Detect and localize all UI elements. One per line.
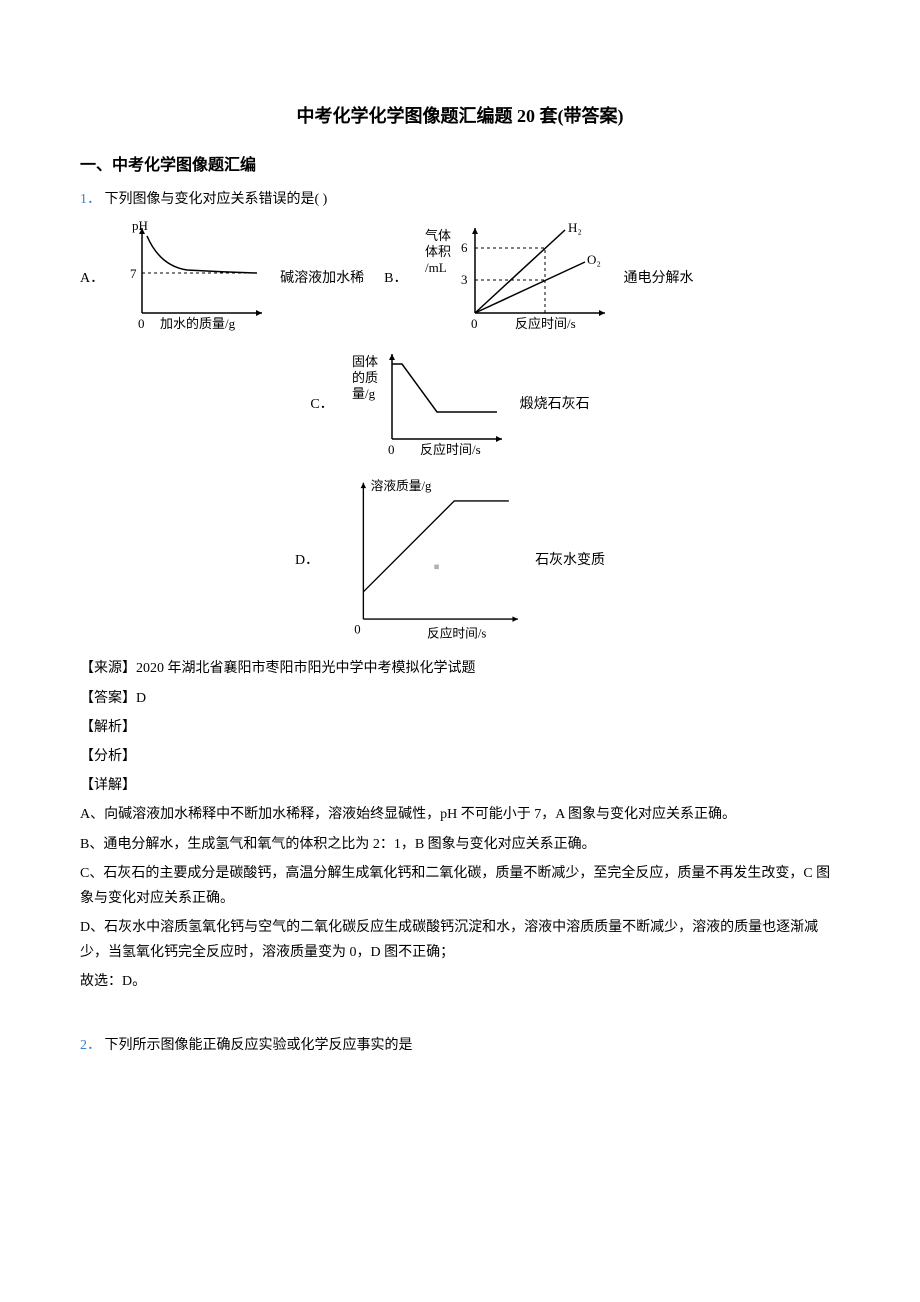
q1-graph-c: 固体 的质 量/g 0 反应时间/s bbox=[342, 344, 512, 464]
q1-choice-b: B． 气体 体积 /mL 6 3 H₂ O₂ 0 反应时间/s 通电分解水 bbox=[384, 218, 693, 338]
choice-letter-a: A． bbox=[80, 266, 104, 291]
graph-a-zero: 0 bbox=[138, 316, 145, 331]
q1-row-c: C． 固体 的质 量/g 0 反应时间/s 煅烧石灰石 bbox=[80, 344, 840, 464]
choice-letter-d: D． bbox=[295, 548, 319, 573]
q1-detail: 【详解】 bbox=[80, 773, 840, 798]
graph-b-tick6: 6 bbox=[461, 240, 468, 255]
graph-b-yl3: /mL bbox=[425, 260, 447, 275]
choice-b-caption: 通电分解水 bbox=[623, 266, 693, 291]
watermark-dot bbox=[434, 565, 439, 570]
graph-c-yl1: 固体 bbox=[352, 354, 378, 369]
q1-choice-c: C． 固体 的质 量/g 0 反应时间/s 煅烧石灰石 bbox=[310, 344, 589, 464]
q1-expl-b: B、通电分解水，生成氢气和氧气的体积之比为 2：1，B 图象与变化对应关系正确。 bbox=[80, 832, 840, 857]
graph-b-zero: 0 bbox=[471, 316, 478, 331]
graph-b-xlabel: 反应时间/s bbox=[515, 316, 576, 331]
choice-c-caption: 煅烧石灰石 bbox=[520, 392, 590, 417]
q1-choice-d: D． 溶液质量/g 0 反应时间/s 石灰水变质 bbox=[295, 470, 605, 650]
graph-c-yl2: 的质 bbox=[352, 370, 378, 385]
graph-a-ylabel: pH bbox=[132, 218, 148, 233]
q1-number: 1． bbox=[80, 192, 101, 207]
q1-stem: 下列图像与变化对应关系错误的是( ) bbox=[105, 192, 328, 207]
q1-graph-a: pH 7 0 加水的质量/g bbox=[112, 218, 272, 338]
q2-line: 2． 下列所示图像能正确反应实验或化学反应事实的是 bbox=[80, 1033, 840, 1058]
section-heading: 一、中考化学图像题汇编 bbox=[80, 152, 840, 181]
graph-b-tick3: 3 bbox=[461, 272, 468, 287]
graph-b-o2: O₂ bbox=[587, 252, 601, 267]
graph-b-yl1: 气体 bbox=[425, 228, 451, 243]
q1-line: 1． 下列图像与变化对应关系错误的是( ) bbox=[80, 187, 840, 212]
q1-answer: 【答案】D bbox=[80, 686, 840, 711]
q1-row-ab: A． pH 7 0 加水的质量/g 碱溶液加水稀 B． bbox=[80, 218, 840, 338]
q1-expl-c: C、石灰石的主要成分是碳酸钙，高温分解生成氧化钙和二氧化碳，质量不断减少，至完全… bbox=[80, 861, 840, 911]
choice-letter-c: C． bbox=[310, 392, 333, 417]
graph-c-yl3: 量/g bbox=[352, 386, 376, 401]
q2-number: 2． bbox=[80, 1038, 101, 1053]
q1-graph-d: 溶液质量/g 0 反应时间/s bbox=[327, 470, 527, 650]
choice-a-caption: 碱溶液加水稀 bbox=[280, 266, 364, 291]
q1-row-d: D． 溶液质量/g 0 反应时间/s 石灰水变质 bbox=[80, 470, 840, 650]
graph-d-zero: 0 bbox=[354, 623, 360, 637]
q1-expl-d: D、石灰水中溶质氢氧化钙与空气的二氧化碳反应生成碳酸钙沉淀和水，溶液中溶质质量不… bbox=[80, 915, 840, 965]
graph-c-zero: 0 bbox=[388, 442, 395, 457]
page-title: 中考化学化学图像题汇编题 20 套(带答案) bbox=[80, 100, 840, 132]
q1-choice-a: A． pH 7 0 加水的质量/g 碱溶液加水稀 bbox=[80, 218, 364, 338]
graph-a-xlabel: 加水的质量/g bbox=[160, 316, 236, 331]
graph-c-xlabel: 反应时间/s bbox=[420, 442, 481, 457]
q1-fenxi: 【分析】 bbox=[80, 744, 840, 769]
graph-a-ytick: 7 bbox=[130, 266, 137, 281]
graph-b-yl2: 体积 bbox=[425, 244, 451, 259]
q1-choose: 故选：D。 bbox=[80, 969, 840, 994]
q1-graph-b: 气体 体积 /mL 6 3 H₂ O₂ 0 反应时间/s bbox=[415, 218, 615, 338]
graph-b-h2: H₂ bbox=[568, 220, 582, 235]
graph-d-xlabel: 反应时间/s bbox=[427, 626, 486, 641]
choice-letter-b: B． bbox=[384, 266, 407, 291]
q1-expl-a: A、向碱溶液加水稀释中不断加水稀释，溶液始终显碱性，pH 不可能小于 7，A 图… bbox=[80, 802, 840, 827]
graph-d-ylabel: 溶液质量/g bbox=[371, 479, 432, 493]
choice-d-caption: 石灰水变质 bbox=[535, 548, 605, 573]
q1-analysis: 【解析】 bbox=[80, 715, 840, 740]
q1-source: 【来源】2020 年湖北省襄阳市枣阳市阳光中学中考模拟化学试题 bbox=[80, 656, 840, 681]
q2-stem: 下列所示图像能正确反应实验或化学反应事实的是 bbox=[105, 1038, 413, 1053]
